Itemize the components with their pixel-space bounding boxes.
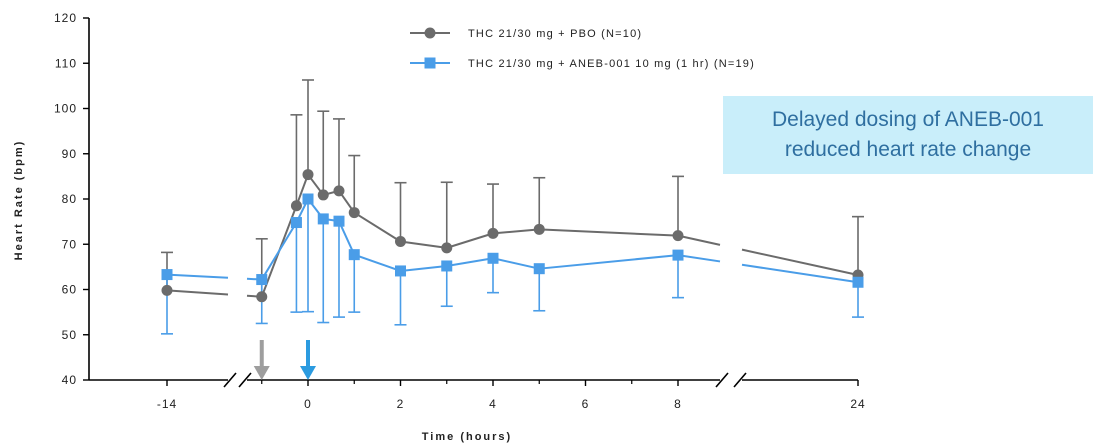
x-axis-title: Time (hours) — [422, 431, 512, 443]
series-line-segment — [338, 220, 356, 256]
series-line-segment — [295, 174, 309, 207]
series-layer — [161, 79, 864, 335]
data-point-square — [256, 274, 268, 286]
y-tick-label: 90 — [62, 147, 77, 161]
axis-break-mark — [223, 372, 237, 388]
dose-arrow-head — [253, 366, 270, 380]
data-point-square — [333, 215, 345, 227]
series-line-segment — [166, 289, 229, 296]
axis-break-mark — [715, 372, 729, 388]
data-point-circle — [672, 230, 684, 242]
y-axis-title: Heart Rate (bpm) — [13, 140, 25, 261]
series-line-segment — [492, 228, 540, 235]
annotation-callout: Delayed dosing of ANEB-001 reduced heart… — [723, 96, 1093, 174]
y-tick-label: 40 — [62, 373, 77, 387]
data-point-square — [348, 249, 360, 261]
data-point-circle — [302, 169, 314, 181]
data-point-square — [161, 269, 173, 281]
data-point-square — [395, 265, 406, 277]
series-line-segment — [492, 257, 540, 270]
data-point-circle — [290, 200, 302, 212]
legend-marker-circle — [424, 27, 436, 39]
dose-arrow-head — [300, 366, 316, 380]
y-tick-label: 60 — [62, 283, 77, 297]
series-line-segment — [353, 253, 401, 272]
data-point-circle — [333, 185, 345, 197]
data-point-circle — [256, 291, 268, 303]
data-point-square — [487, 252, 499, 264]
data-point-circle — [487, 227, 499, 239]
data-point-square — [533, 263, 545, 275]
x-tick-label: 2 — [397, 397, 405, 411]
data-point-circle — [395, 236, 406, 248]
y-tick-label: 110 — [55, 56, 77, 70]
series-line-segment — [677, 234, 721, 246]
y-tick-label: 120 — [54, 11, 77, 25]
series-line-segment — [166, 273, 229, 279]
series-line-segment — [741, 263, 859, 284]
series-line-segment — [446, 232, 494, 249]
legend-label: THC 21/30 mg + ANEB-001 10 mg (1 hr) (N=… — [468, 58, 755, 70]
x-tick-label: 8 — [674, 397, 682, 411]
data-point-square — [672, 249, 684, 261]
data-point-circle — [161, 284, 173, 296]
series-line-segment — [446, 257, 494, 267]
data-point-square — [441, 260, 453, 272]
series-line-segment — [260, 222, 298, 281]
series-line-segment — [353, 211, 402, 243]
x-tick-label: -14 — [157, 397, 177, 411]
y-tick-label: 80 — [62, 192, 77, 206]
y-tick-label: 70 — [62, 237, 77, 251]
series-line-segment — [539, 228, 679, 237]
y-tick-label: 50 — [62, 328, 77, 342]
series-line-segment — [539, 254, 679, 270]
x-tick-label: 0 — [304, 397, 312, 411]
data-point-circle — [441, 242, 453, 254]
annotation-line-2: reduced heart rate change — [784, 138, 1032, 161]
axis-break-mark — [238, 372, 252, 388]
data-point-circle — [348, 207, 360, 219]
x-tick-label: 4 — [489, 397, 497, 411]
legend-label: THC 21/30 mg + PBO (N=10) — [468, 28, 642, 40]
data-point-square — [302, 193, 314, 205]
series-line-segment — [400, 240, 447, 249]
data-point-square — [852, 276, 864, 288]
annotation-line-1: Delayed dosing of ANEB-001 — [771, 108, 1044, 131]
legend-marker-square — [424, 57, 436, 69]
series-line-segment — [741, 248, 859, 276]
data-point-square — [317, 213, 329, 225]
data-point-circle — [317, 189, 329, 201]
y-tick-label: 100 — [54, 102, 77, 116]
data-point-circle — [533, 223, 545, 235]
x-tick-label: 6 — [582, 397, 590, 411]
series-line-segment — [400, 264, 447, 272]
data-point-square — [290, 217, 302, 229]
axis-break-mark — [733, 372, 747, 388]
series-line-segment — [677, 254, 721, 263]
legend: THC 21/30 mg + PBO (N=10) THC 21/30 mg + … — [410, 27, 755, 70]
x-tick-label: 24 — [850, 397, 865, 411]
